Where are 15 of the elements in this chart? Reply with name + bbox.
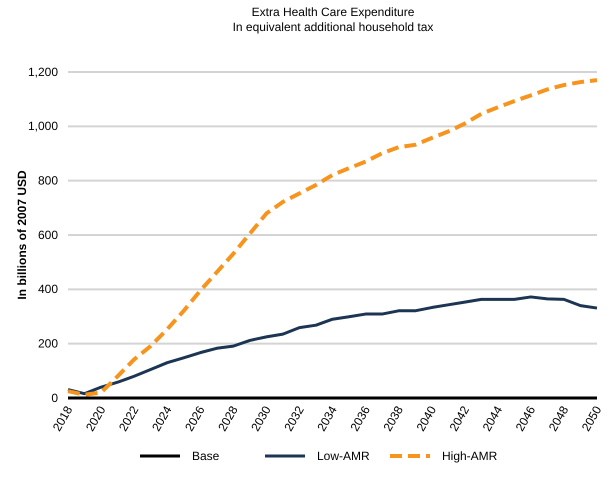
legend-label: Base (192, 449, 220, 463)
y-tick-label: 0 (51, 390, 58, 405)
legend-label: Low-AMR (317, 449, 370, 463)
line-series (66, 78, 599, 397)
y-tick-label: 600 (38, 228, 58, 242)
legend-label: High-AMR (442, 449, 498, 463)
y-tick-label: 1,000 (28, 119, 58, 134)
chart-subtitle: In equivalent additional household tax (232, 20, 434, 34)
y-tick-label: 200 (38, 336, 58, 351)
y-axis-title: In billions of 2007 USD (15, 170, 29, 300)
chart-title: Extra Health Care Expenditure (252, 5, 415, 19)
line-series (66, 295, 598, 396)
y-tick-label: 400 (38, 282, 58, 296)
y-tick-label: 1,200 (28, 64, 58, 79)
y-tick-label: 800 (38, 174, 58, 188)
